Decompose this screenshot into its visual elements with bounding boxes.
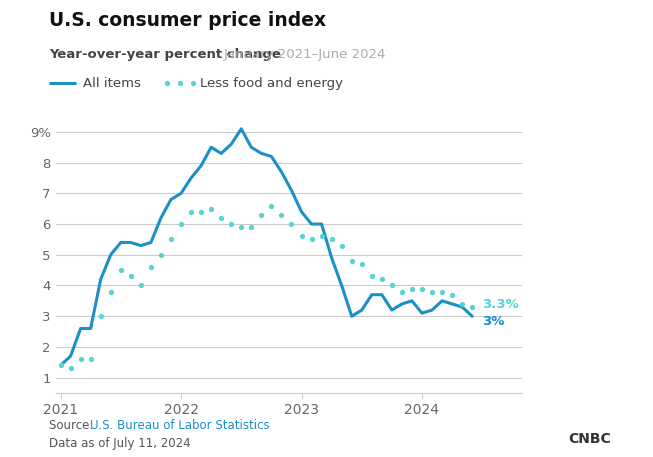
Text: Data as of July 11, 2024: Data as of July 11, 2024 [49, 437, 191, 450]
Text: Less food and energy: Less food and energy [200, 77, 343, 90]
Text: U.S. Bureau of Labor Statistics: U.S. Bureau of Labor Statistics [90, 419, 270, 432]
Text: All items: All items [83, 77, 141, 90]
Text: January 2021–June 2024: January 2021–June 2024 [224, 48, 387, 61]
Text: 3.3%: 3.3% [482, 298, 519, 311]
Text: U.S. consumer price index: U.S. consumer price index [49, 11, 326, 31]
Text: CNBC: CNBC [568, 431, 611, 446]
Text: Source:: Source: [49, 419, 97, 432]
Text: Year-over-year percent change: Year-over-year percent change [49, 48, 281, 61]
Text: 3%: 3% [482, 315, 505, 328]
